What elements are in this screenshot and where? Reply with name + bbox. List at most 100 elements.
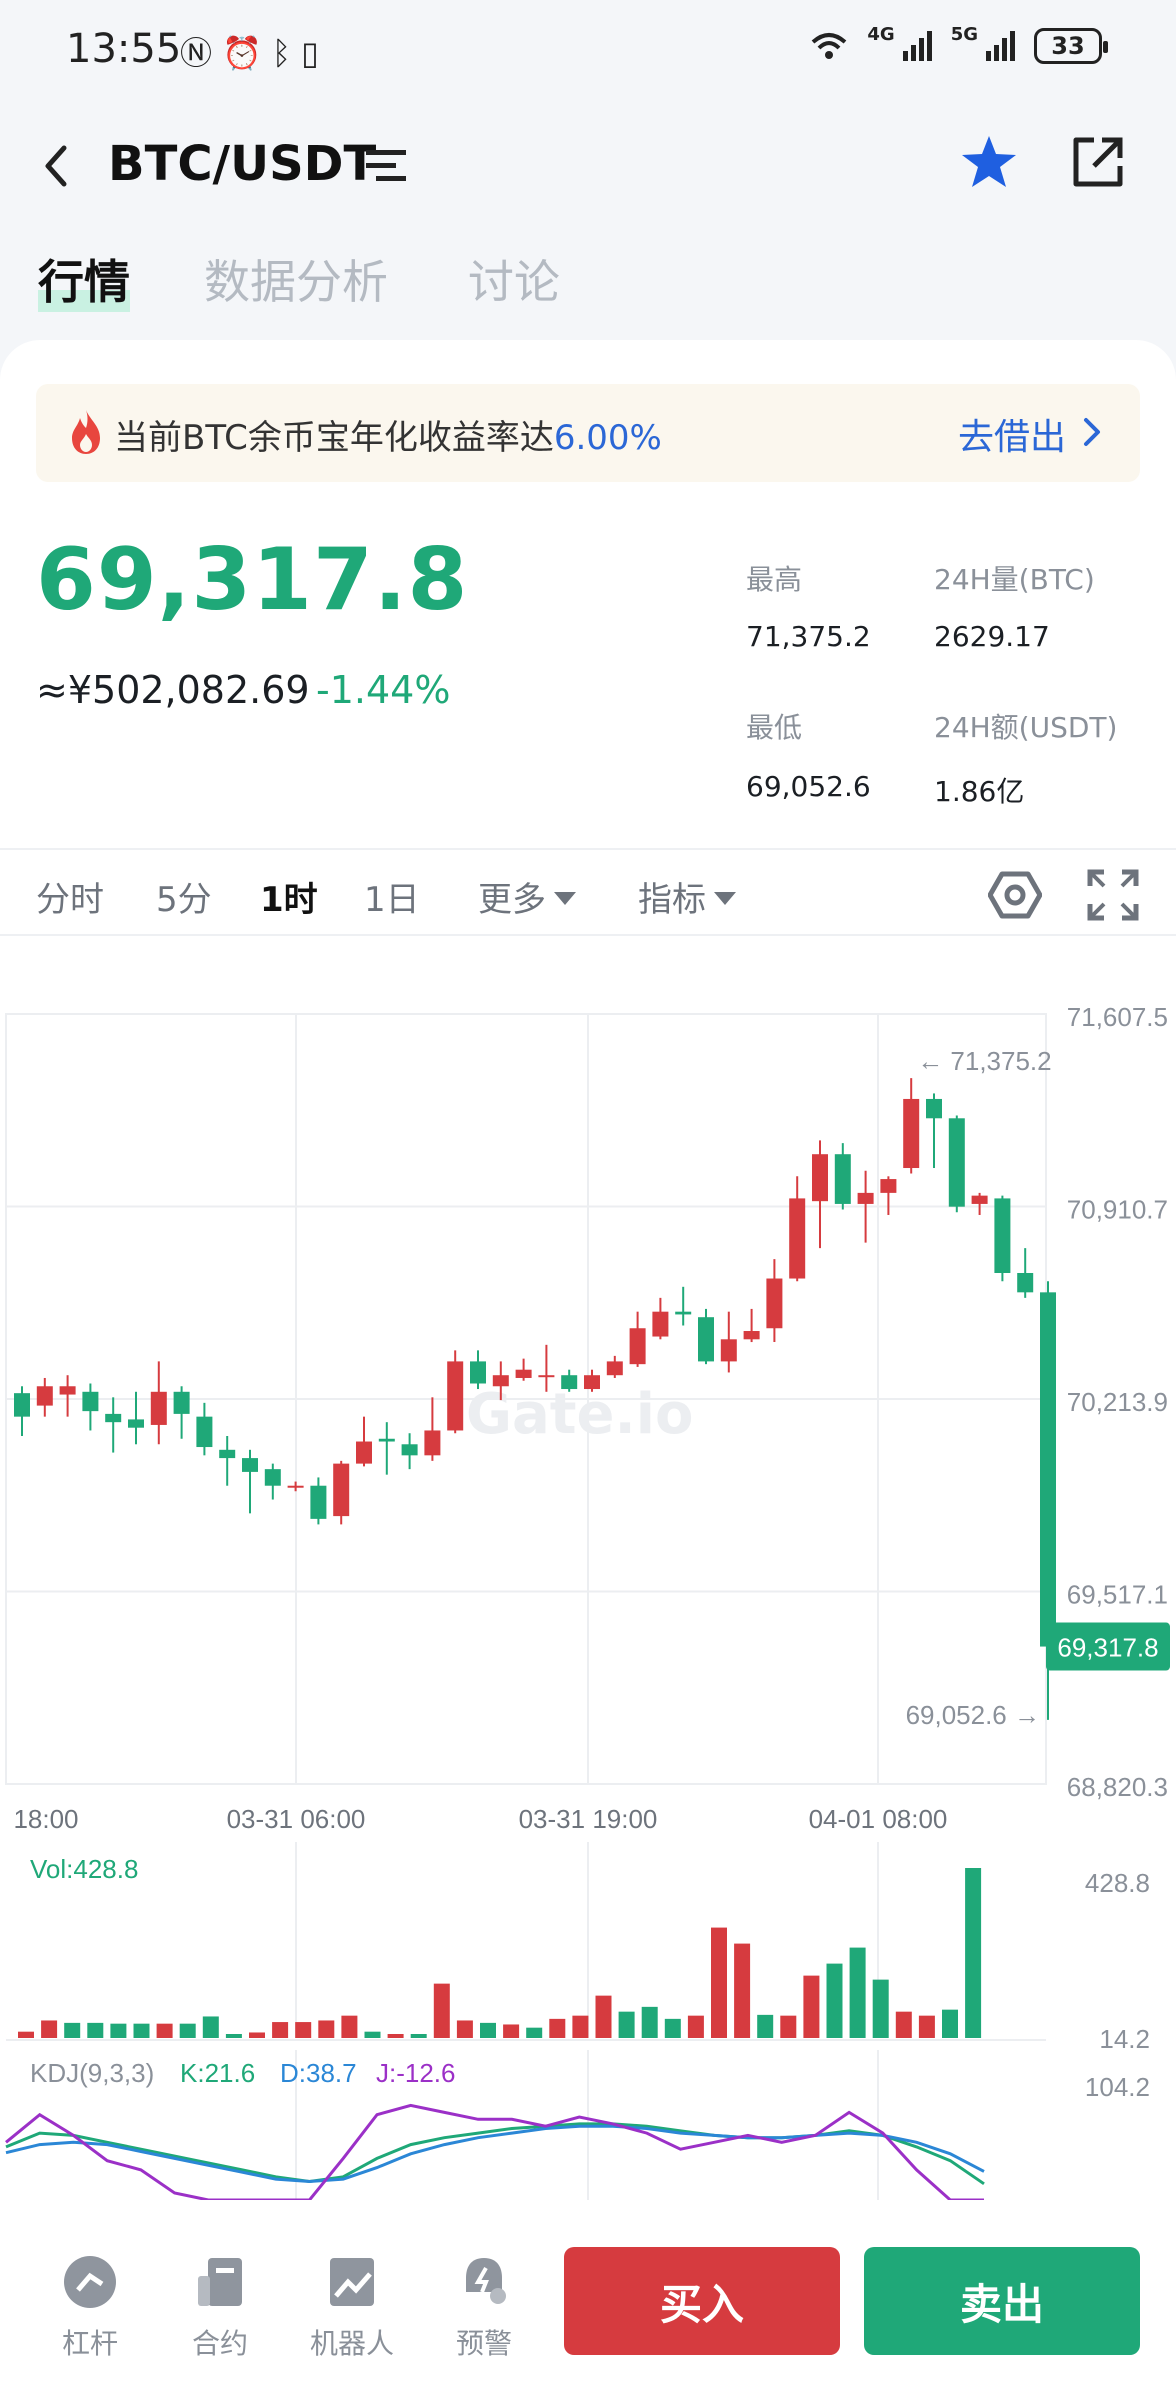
- candle-body: [629, 1328, 646, 1365]
- candle-body: [196, 1416, 213, 1448]
- fullscreen-icon[interactable]: [1086, 868, 1140, 922]
- bottom-bar: 杠杆 合约 机器人 预警 买入 卖出: [0, 2200, 1176, 2400]
- volume-bar: [18, 2031, 34, 2038]
- volume-bar: [272, 2022, 289, 2038]
- y-axis-label: 70,910.7: [1067, 1195, 1168, 1225]
- buy-button[interactable]: 买入: [564, 2247, 840, 2355]
- tool-alert[interactable]: 预警: [434, 2252, 534, 2362]
- price-chart[interactable]: 71,607.5 70,910.7 70,213.9 69,517.1 68,820.3…: [0, 990, 1176, 2200]
- candle-body: [219, 1449, 236, 1459]
- volume-bar: [341, 2015, 358, 2038]
- volume-bar: [110, 2023, 127, 2038]
- volume-bar: [687, 2015, 704, 2038]
- candle-body: [789, 1198, 806, 1279]
- x-axis-label: 03-31 06:00: [227, 1804, 366, 1834]
- candle-body: [105, 1413, 122, 1423]
- leverage-icon: [64, 2256, 116, 2308]
- tab-data-analysis[interactable]: 数据分析: [204, 255, 388, 309]
- candle-body: [470, 1361, 486, 1384]
- volume-bar: [295, 2022, 312, 2038]
- interval-timeline[interactable]: 分时: [36, 880, 104, 920]
- share-icon[interactable]: [1066, 132, 1128, 194]
- volume-bar: [734, 1943, 751, 2038]
- pair-menu-icon[interactable]: [364, 146, 408, 186]
- volume-min-label: 14.2: [1099, 2024, 1150, 2054]
- volume-bar: [456, 2020, 473, 2038]
- interval-1h[interactable]: 1时: [260, 880, 318, 920]
- tab-market[interactable]: 行情: [38, 255, 130, 309]
- tab-discussion[interactable]: 讨论: [468, 255, 560, 309]
- caret-down-icon: [714, 892, 736, 905]
- interval-bar: 分时 5分 1时 1日 更多 指标: [0, 852, 1176, 932]
- volume-bar: [918, 2015, 935, 2038]
- high-marker: ← 71,375.2: [917, 1046, 1051, 1076]
- tool-bot[interactable]: 机器人: [302, 2252, 402, 2362]
- tool-label: 机器人: [309, 2327, 394, 2360]
- tool-leverage[interactable]: 杠杆: [40, 2252, 140, 2362]
- candle-body: [971, 1195, 988, 1204]
- candle-body: [834, 1154, 851, 1204]
- sell-button[interactable]: 卖出: [864, 2247, 1140, 2355]
- candle-body: [698, 1317, 714, 1362]
- battery-icon: 33: [1034, 28, 1108, 64]
- candle-body: [1017, 1272, 1034, 1293]
- indicator-dropdown[interactable]: 指标: [638, 872, 736, 921]
- volume-bar: [549, 2018, 566, 2038]
- volume-bar: [780, 2015, 797, 2038]
- interval-5m[interactable]: 5分: [156, 880, 212, 920]
- volume-bar: [826, 1963, 843, 2038]
- kdj-series-line: [5, 2124, 985, 2184]
- status-right: 4G 5G 33: [809, 24, 1108, 64]
- favorite-star-icon[interactable]: [956, 130, 1022, 196]
- kdj-series-label: J:-12.6: [376, 2058, 456, 2088]
- interval-1d[interactable]: 1日: [364, 880, 420, 920]
- alarm-icon: ⏰: [222, 34, 272, 72]
- candle-body: [948, 1118, 965, 1207]
- chevron-right-icon[interactable]: [1080, 414, 1106, 450]
- volume-bar: [641, 2006, 658, 2038]
- high-value: 71,375.2: [746, 620, 871, 653]
- candle-body: [743, 1331, 760, 1340]
- volume-bar: [895, 2011, 912, 2038]
- price-cny: ≈¥502,082.69: [36, 668, 310, 712]
- nav-bar: BTC/USDT: [0, 120, 1176, 212]
- pair-title[interactable]: BTC/USDT: [108, 136, 377, 192]
- candle-body: [310, 1485, 327, 1519]
- high-label: 最高: [746, 563, 803, 596]
- last-price: 69,317.8: [36, 530, 469, 630]
- volume-bar: [433, 1983, 450, 2038]
- candle-body: [378, 1438, 395, 1442]
- chart-settings-icon[interactable]: [988, 868, 1042, 922]
- banner-rate: 6.00%: [553, 418, 662, 458]
- lend-link[interactable]: 去借出: [957, 417, 1066, 458]
- volume-bar: [41, 2020, 58, 2038]
- last-price-tag-label: 69,317.8: [1057, 1633, 1158, 1663]
- candle-body: [59, 1386, 76, 1395]
- volume-label: Vol:428.8: [30, 1854, 138, 1884]
- candle-body: [447, 1361, 464, 1431]
- amount-value: 1.86亿: [934, 775, 1025, 808]
- earn-banner[interactable]: 当前BTC余币宝年化收益率达6.00% 去借出: [36, 384, 1140, 482]
- status-time: 13:55: [66, 26, 182, 72]
- low-marker: 69,052.6 →: [906, 1700, 1040, 1730]
- volume-bar: [526, 2027, 543, 2038]
- back-button[interactable]: [30, 138, 86, 194]
- kdj-max-label: 104.2: [1085, 2072, 1150, 2102]
- y-axis-label: 68,820.3: [1067, 1772, 1168, 1802]
- low-label: 最低: [746, 711, 803, 744]
- y-axis-label: 70,213.9: [1067, 1387, 1168, 1417]
- volume-bar: [64, 2022, 81, 2038]
- candle-body: [14, 1393, 30, 1417]
- candle-body: [82, 1391, 99, 1412]
- interval-more[interactable]: 更多: [478, 872, 576, 921]
- candle-body: [926, 1098, 942, 1119]
- status-left-icons: Ⓝ⏰ᛒ▯: [180, 28, 329, 74]
- volume-bar: [595, 1995, 612, 2038]
- volume-bar: [387, 2034, 404, 2038]
- tool-contract[interactable]: 合约: [170, 2252, 270, 2362]
- candle-body: [903, 1098, 920, 1169]
- candle-body: [1040, 1292, 1056, 1647]
- kdj-series-label: K:21.6: [180, 2058, 255, 2088]
- candle-body: [584, 1375, 600, 1390]
- candle-body: [287, 1485, 304, 1488]
